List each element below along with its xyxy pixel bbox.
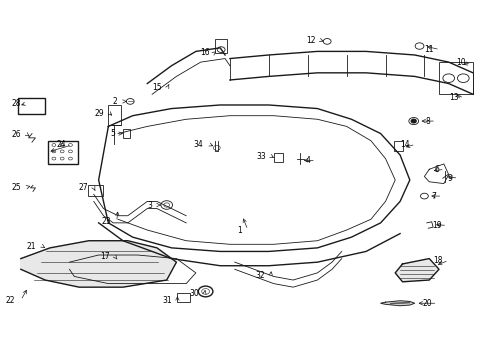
Text: 15: 15: [152, 83, 162, 92]
Text: 12: 12: [306, 36, 315, 45]
Text: 13: 13: [448, 93, 458, 102]
Text: 9: 9: [447, 174, 452, 183]
Text: 32: 32: [255, 271, 264, 280]
Text: 19: 19: [431, 221, 441, 230]
Text: 10: 10: [455, 58, 465, 67]
Text: 4: 4: [305, 156, 309, 165]
Text: 29: 29: [95, 109, 104, 118]
Text: 31: 31: [162, 296, 171, 305]
Text: 6: 6: [433, 165, 438, 174]
Text: 2: 2: [112, 97, 117, 106]
Text: 25: 25: [11, 183, 21, 192]
Text: 23: 23: [101, 217, 111, 226]
Text: 21: 21: [27, 242, 36, 251]
Text: 17: 17: [100, 252, 109, 261]
Text: 1: 1: [237, 225, 242, 234]
Text: 11: 11: [424, 45, 433, 54]
Text: 7: 7: [431, 192, 436, 201]
Text: 28: 28: [11, 99, 21, 108]
Polygon shape: [380, 301, 414, 306]
Text: 27: 27: [78, 183, 88, 192]
Text: 5: 5: [111, 129, 116, 138]
Text: 26: 26: [11, 130, 21, 139]
Text: 14: 14: [399, 140, 409, 149]
Text: 18: 18: [432, 256, 442, 265]
Polygon shape: [21, 241, 176, 287]
Text: 3: 3: [147, 201, 152, 210]
Text: 30: 30: [189, 289, 199, 298]
Text: 33: 33: [256, 152, 266, 161]
Circle shape: [410, 119, 415, 123]
Polygon shape: [394, 258, 438, 282]
Text: 22: 22: [5, 296, 15, 305]
Text: 24: 24: [56, 140, 66, 149]
Text: 16: 16: [200, 48, 209, 57]
Text: 8: 8: [425, 117, 429, 126]
Text: 34: 34: [193, 140, 203, 149]
Text: 20: 20: [421, 299, 431, 308]
